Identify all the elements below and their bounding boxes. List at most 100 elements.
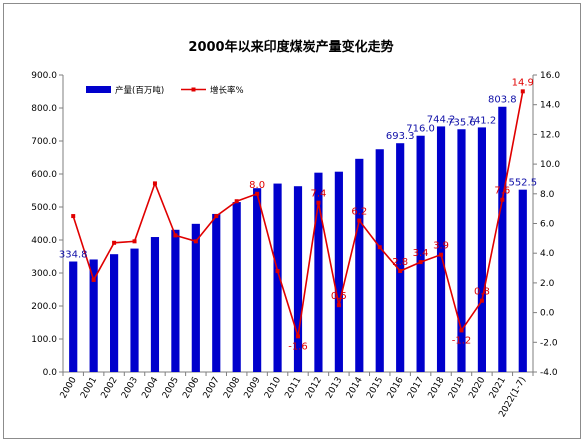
x-tick-label: 2004 (140, 375, 160, 400)
bar (273, 183, 282, 372)
y-left-tick-label: 400.0 (31, 236, 57, 246)
y-right-tick-label: 0.0 (540, 309, 555, 319)
x-tick-label: 2018 (427, 375, 447, 400)
line-data-label: 14.9 (512, 77, 534, 88)
bar-data-label: 741.2 (468, 115, 497, 126)
x-tick-label: 2005 (161, 376, 181, 401)
y-right-tick-label: 2.0 (540, 279, 555, 289)
x-tick-label: 2002 (100, 376, 120, 401)
bar (150, 237, 160, 372)
bar (498, 106, 507, 372)
line-data-label: 3.4 (413, 248, 429, 259)
bar (89, 259, 98, 372)
legend-bar-label: 产量(百万吨) (115, 85, 164, 96)
line-point (316, 200, 321, 205)
line-point (132, 239, 137, 244)
x-tick-label: 2013 (324, 376, 344, 401)
bar (130, 248, 139, 372)
line-point (520, 89, 525, 94)
bar (232, 202, 241, 372)
y-left-tick-label: 300.0 (31, 269, 57, 279)
chart-title: 2000年以来印度煤炭产量变化走势 (188, 39, 393, 55)
line-point (91, 277, 96, 282)
x-tick-label: 2007 (202, 376, 222, 401)
legend-line-marker (191, 87, 196, 92)
bar-data-label: 552.5 (508, 178, 537, 189)
line-point (439, 252, 444, 257)
bar (212, 213, 221, 372)
x-tick-label: 2014 (345, 375, 365, 400)
y-right-tick-label: -4.0 (540, 368, 558, 378)
line-data-label: 2.8 (392, 257, 408, 268)
line-point (152, 181, 157, 186)
line-point (500, 197, 505, 202)
line-point (71, 214, 76, 219)
y-left-tick-label: 600.0 (31, 170, 57, 180)
bar-data-label: 735.6 (447, 117, 476, 128)
y-right-tick-label: 12.0 (540, 130, 560, 140)
line-data-label: 3.9 (433, 241, 449, 252)
line-data-label: -1.6 (288, 341, 308, 352)
bar (191, 223, 200, 372)
x-tick-label: 2019 (447, 375, 467, 400)
line-point (214, 214, 219, 219)
y-right-tick-label: 14.0 (540, 101, 560, 111)
bar (416, 135, 425, 372)
line-point (357, 218, 362, 223)
y-left-tick-label: 700.0 (31, 137, 57, 147)
bar (334, 171, 343, 372)
line-point (479, 298, 484, 303)
x-tick-label: 2006 (181, 375, 201, 400)
line-point (398, 269, 403, 274)
x-tick-label: 2011 (283, 376, 303, 401)
chart-svg: 2000年以来印度煤炭产量变化走势 0.0 100.0 200.0 300.0 400.… (31, 39, 560, 419)
bar (69, 261, 78, 372)
bar (314, 172, 323, 372)
bar (518, 189, 527, 372)
y-right-tick-label: 8.0 (540, 190, 555, 200)
bar (396, 143, 405, 372)
line-point (377, 245, 382, 250)
line-data-label: 7.4 (310, 189, 326, 200)
y-left-tick-label: 100.0 (31, 335, 57, 345)
line-point (173, 233, 178, 238)
x-tick-label: 2021 (488, 376, 508, 401)
bar (375, 149, 384, 372)
y-right-tick-label: 16.0 (540, 71, 560, 81)
x-tick-label: 2008 (222, 375, 242, 400)
line-point (336, 303, 341, 308)
bar-data-label: 744.2 (427, 114, 456, 125)
x-tick-label: 2009 (243, 375, 263, 400)
line-data-label: 6.2 (351, 207, 367, 218)
y-right-tick-label: -2.0 (540, 338, 558, 348)
x-tick-label: 2001 (79, 376, 99, 401)
x-tick-label: 2010 (263, 375, 283, 400)
line-data-label: 8.0 (249, 180, 265, 191)
x-tick-label: 2015 (365, 376, 385, 401)
line-point (234, 199, 239, 204)
bar (355, 158, 364, 372)
axes-group: 0.0 100.0 200.0 300.0 400.0 500.0 600.0 700.0 80… (31, 71, 560, 419)
bar (436, 126, 446, 372)
x-tick-label: 2017 (406, 376, 426, 401)
x-tick-label: 2000 (59, 375, 79, 400)
y-left-tick-label: 800.0 (31, 104, 57, 114)
bar-data-label: 334.8 (59, 250, 88, 261)
x-tick-label: 2003 (120, 376, 140, 401)
line-point (255, 191, 260, 196)
line-data-label: -1.2 (452, 335, 472, 346)
line-point (459, 328, 464, 333)
line-point (296, 334, 300, 339)
y-right-tick-label: 10.0 (540, 160, 560, 170)
chart-frame: 2000年以来印度煤炭产量变化走势 0.0 100.0 200.0 300.0 400.… (3, 3, 581, 439)
line-point (193, 239, 198, 244)
line-point (418, 260, 423, 265)
bar (477, 127, 486, 373)
bar-data-label: 693.3 (386, 131, 415, 142)
x-tick-label: 2012 (304, 376, 324, 401)
bar (253, 188, 262, 372)
y-left-tick-label: 500.0 (31, 203, 57, 213)
x-tick-label: 2020 (467, 375, 487, 400)
x-tick-label: 2016 (386, 375, 406, 400)
